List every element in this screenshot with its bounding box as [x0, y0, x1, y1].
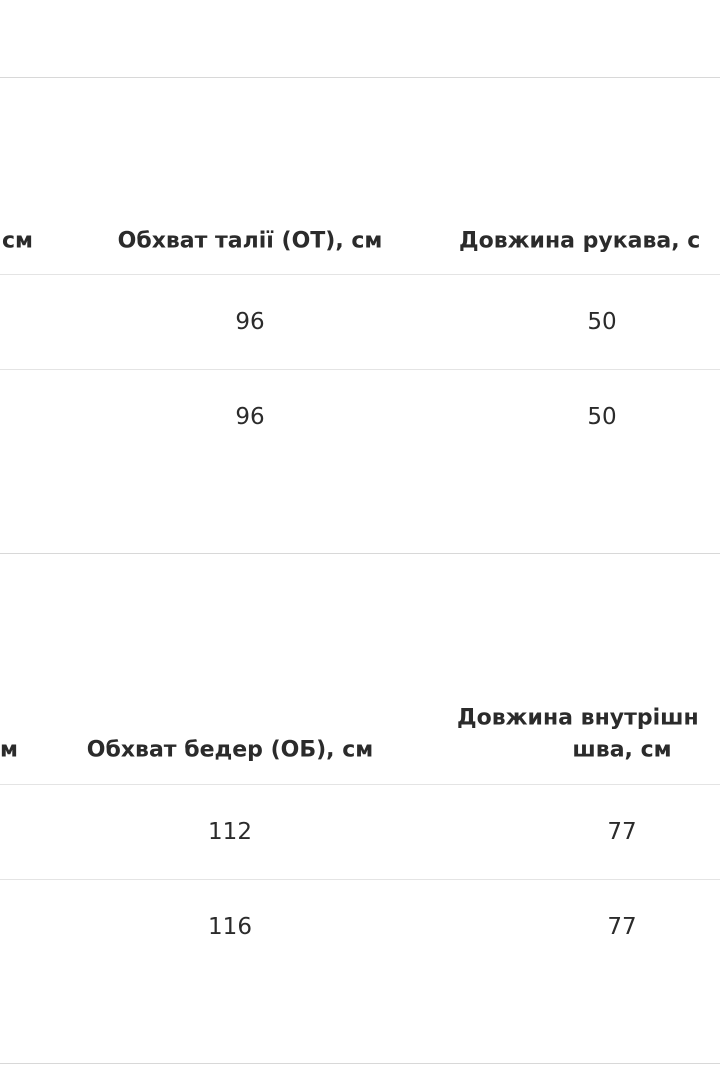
cell: 96: [235, 404, 265, 430]
row-line: [0, 369, 720, 370]
cell: 77: [607, 914, 637, 940]
row-line: [0, 784, 720, 785]
header-cell: Обхват бедер (ОБ), см: [86, 737, 374, 763]
cell: 50: [587, 309, 617, 335]
cell: 96: [235, 309, 265, 335]
header-cell: Довжина внутрішн: [457, 705, 699, 731]
cell: 116: [208, 914, 252, 940]
header-cell: шва, см: [572, 737, 672, 763]
divider: [0, 77, 720, 78]
header-cell: м: [0, 737, 18, 763]
header-cell: Обхват талії (ОТ), см: [117, 228, 383, 254]
cell: 50: [587, 404, 617, 430]
row-line: [0, 274, 720, 275]
cell: 112: [208, 819, 252, 845]
cell: 77: [607, 819, 637, 845]
header-cell: см: [2, 228, 34, 254]
divider: [0, 553, 720, 554]
header-cell: Довжина рукава, с: [459, 228, 701, 254]
divider: [0, 1063, 720, 1064]
row-line: [0, 879, 720, 880]
